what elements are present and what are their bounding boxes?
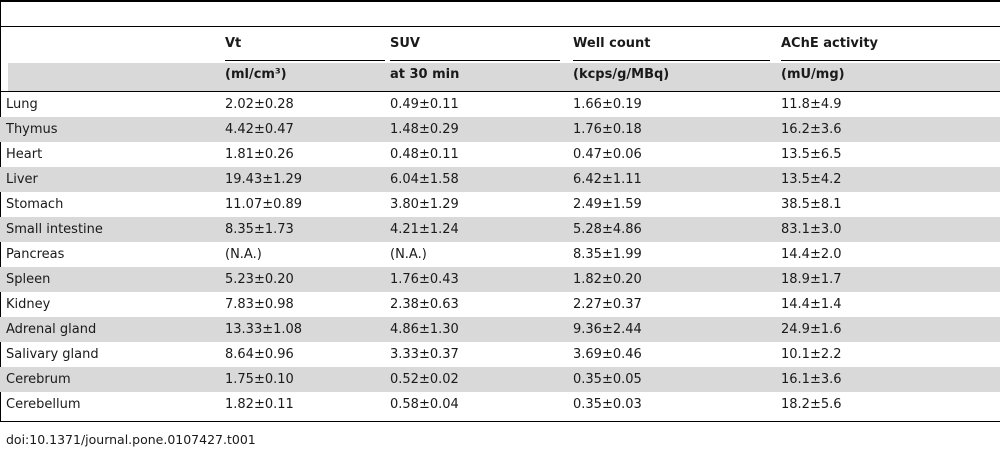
well-count-cell: 1.76±0.18 [573,122,642,137]
vt-cell: 19.43±1.29 [225,172,303,187]
suv-cell: 1.48±0.29 [390,122,459,137]
suv-cell: 2.38±0.63 [390,297,459,312]
well-count-cell: 0.35±0.05 [573,372,642,387]
table-row: Liver 19.43±1.29 6.04±1.58 6.42±1.11 13.… [0,167,1000,192]
vt-cell: 7.83±0.98 [225,297,294,312]
vt-cell: 8.35±1.73 [225,222,294,237]
table-header-rule [0,26,1000,27]
table-row: Kidney 7.83±0.98 2.38±0.63 2.27±0.37 14.… [0,292,1000,317]
column-header-ache-activity: AChE activity [781,36,879,51]
organ-cell: Spleen [6,272,51,287]
table-row: Cerebrum 1.75±0.10 0.52±0.02 0.35±0.05 1… [0,367,1000,392]
organ-cell: Stomach [6,197,64,212]
vt-cell: 2.02±0.28 [225,97,294,112]
ache-cell: 38.5±8.1 [781,197,842,212]
vt-cell: 1.81±0.26 [225,147,294,162]
suv-cell: 4.21±1.24 [390,222,459,237]
suv-cell: 0.49±0.11 [390,97,459,112]
vt-cell: 11.07±0.89 [225,197,303,212]
ache-cell: 16.2±3.6 [781,122,842,137]
suv-cell: (N.A.) [390,247,427,262]
table-row: Thymus 4.42±0.47 1.48±0.29 1.76±0.18 16.… [0,117,1000,142]
header-underline-suv [390,60,560,61]
vt-cell: (N.A.) [225,247,262,262]
organ-cell: Cerebellum [6,397,81,412]
ache-cell: 13.5±4.2 [781,172,842,187]
ache-cell: 18.2±5.6 [781,397,842,412]
vt-cell: 4.42±0.47 [225,122,294,137]
suv-cell: 3.33±0.37 [390,347,459,362]
column-header-well-count: Well count [573,36,651,51]
ache-cell: 18.9±1.7 [781,272,842,287]
well-count-cell: 0.47±0.06 [573,147,642,162]
table-row: Salivary gland 8.64±0.96 3.33±0.37 3.69±… [0,342,1000,367]
well-count-cell: 2.49±1.59 [573,197,642,212]
ache-cell: 24.9±1.6 [781,322,842,337]
well-count-cell: 1.66±0.19 [573,97,642,112]
well-count-cell: 0.35±0.03 [573,397,642,412]
organ-cell: Salivary gland [6,347,99,362]
table-left-border [0,0,1,421]
table-row: Stomach 11.07±0.89 3.80±1.29 2.49±1.59 3… [0,192,1000,217]
column-header-suv: SUV [390,36,420,51]
well-count-cell: 1.82±0.20 [573,272,642,287]
table-body-rule [0,91,1000,92]
table-row: Small intestine 8.35±1.73 4.21±1.24 5.28… [0,217,1000,242]
suv-cell: 1.76±0.43 [390,272,459,287]
well-count-cell: 6.42±1.11 [573,172,642,187]
organ-cell: Thymus [6,122,58,137]
column-unit-ache: (mU/mg) [781,67,845,82]
units-row-background [8,63,1000,91]
suv-cell: 0.52±0.02 [390,372,459,387]
well-count-cell: 5.28±4.86 [573,222,642,237]
organ-cell: Heart [6,147,43,162]
vt-cell: 8.64±0.96 [225,347,294,362]
ache-cell: 11.8±4.9 [781,97,842,112]
column-header-vt: Vt [225,36,242,51]
suv-cell: 3.80±1.29 [390,197,459,212]
organ-cell: Kidney [6,297,51,312]
vt-cell: 5.23±0.20 [225,272,294,287]
vt-cell: 1.82±0.11 [225,397,294,412]
ache-cell: 83.1±3.0 [781,222,842,237]
ache-cell: 14.4±2.0 [781,247,842,262]
header-underline-well-count [573,60,770,61]
organ-cell: Small intestine [6,222,103,237]
header-underline-vt [225,60,385,61]
header-underline-ache [781,60,1000,61]
organ-cell: Pancreas [6,247,65,262]
doi-caption: doi:10.1371/journal.pone.0107427.t001 [6,432,256,447]
organ-cell: Lung [6,97,38,112]
vt-cell: 13.33±1.08 [225,322,303,337]
well-count-cell: 8.35±1.99 [573,247,642,262]
column-unit-suv: at 30 min [390,67,460,82]
ache-cell: 16.1±3.6 [781,372,842,387]
table-row: Adrenal gland 13.33±1.08 4.86±1.30 9.36±… [0,317,1000,342]
well-count-cell: 9.36±2.44 [573,322,642,337]
suv-cell: 4.86±1.30 [390,322,459,337]
ache-cell: 10.1±2.2 [781,347,842,362]
organ-cell: Adrenal gland [6,322,97,337]
table-row: Lung 2.02±0.28 0.49±0.11 1.66±0.19 11.8±… [0,92,1000,117]
suv-cell: 6.04±1.58 [390,172,459,187]
column-unit-well-count: (kcps/g/MBq) [573,67,670,82]
suv-cell: 0.48±0.11 [390,147,459,162]
organ-cell: Liver [6,172,38,187]
table-row: Spleen 5.23±0.20 1.76±0.43 1.82±0.20 18.… [0,267,1000,292]
suv-cell: 0.58±0.04 [390,397,459,412]
table-row: Pancreas (N.A.) (N.A.) 8.35±1.99 14.4±2.… [0,242,1000,267]
table-bottom-rule [0,421,1000,422]
table-row: Heart 1.81±0.26 0.48±0.11 0.47±0.06 13.5… [0,142,1000,167]
well-count-cell: 3.69±0.46 [573,347,642,362]
ache-cell: 14.4±1.4 [781,297,842,312]
well-count-cell: 2.27±0.37 [573,297,642,312]
vt-cell: 1.75±0.10 [225,372,294,387]
column-unit-vt: (ml/cm³) [225,67,287,82]
table-top-rule [0,0,1000,2]
table-row: Cerebellum 1.82±0.11 0.58±0.04 0.35±0.03… [0,392,1000,417]
ache-cell: 13.5±6.5 [781,147,842,162]
organ-cell: Cerebrum [6,372,71,387]
